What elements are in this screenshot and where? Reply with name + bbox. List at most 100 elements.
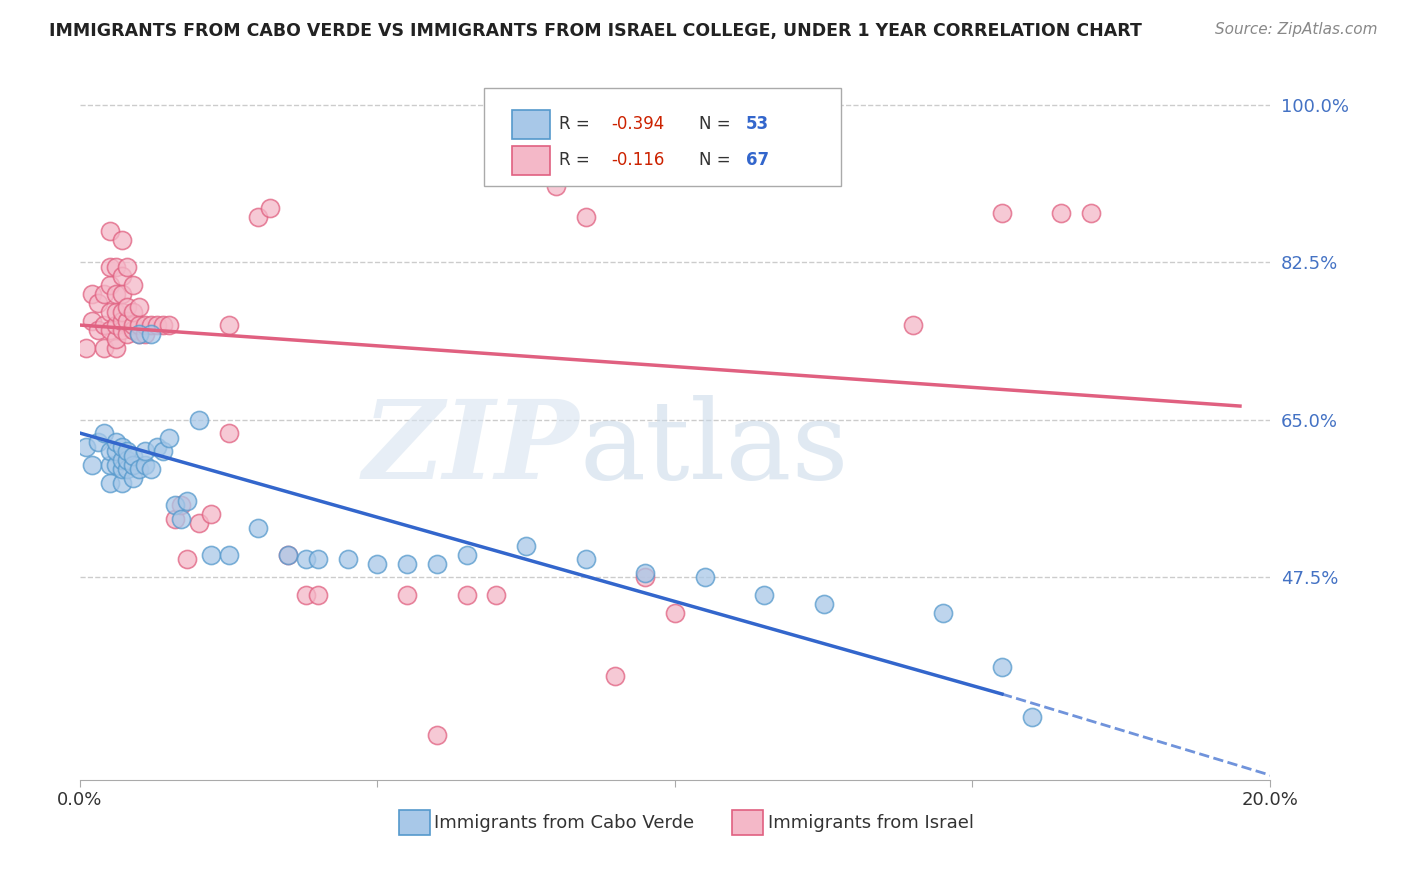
Point <box>128 327 150 342</box>
Point <box>693 570 716 584</box>
Point <box>574 552 596 566</box>
Point <box>218 318 240 332</box>
Point <box>110 304 132 318</box>
Point <box>128 318 150 332</box>
Point <box>200 548 222 562</box>
Point <box>931 606 953 620</box>
Point <box>104 435 127 450</box>
Point <box>134 318 156 332</box>
Point <box>117 260 139 274</box>
Point <box>75 440 97 454</box>
Point <box>170 511 193 525</box>
Point <box>117 444 139 458</box>
Point <box>104 458 127 472</box>
Text: N =: N = <box>699 152 735 169</box>
Point <box>110 475 132 490</box>
Point <box>98 444 121 458</box>
Point <box>104 444 127 458</box>
Point <box>141 462 163 476</box>
Point <box>277 548 299 562</box>
Point <box>128 462 150 476</box>
Point <box>170 498 193 512</box>
Point <box>259 201 281 215</box>
Point <box>117 327 139 342</box>
Point <box>295 552 318 566</box>
Point <box>515 539 537 553</box>
Point <box>80 313 103 327</box>
Point <box>80 458 103 472</box>
Point <box>93 318 115 332</box>
Text: R =: R = <box>560 115 595 134</box>
Point <box>98 304 121 318</box>
Point <box>117 300 139 314</box>
Point <box>752 588 775 602</box>
Point <box>134 327 156 342</box>
Point <box>187 516 209 530</box>
Point <box>86 295 108 310</box>
Point <box>165 511 187 525</box>
Point <box>336 552 359 566</box>
Point <box>1021 709 1043 723</box>
Point <box>86 322 108 336</box>
FancyBboxPatch shape <box>512 146 550 175</box>
Point <box>146 318 169 332</box>
Point <box>110 286 132 301</box>
Point <box>396 588 419 602</box>
Point <box>247 520 270 534</box>
Point <box>366 557 388 571</box>
Point <box>813 597 835 611</box>
Point <box>634 566 657 580</box>
Point <box>122 322 145 336</box>
FancyBboxPatch shape <box>399 811 430 835</box>
Point <box>187 412 209 426</box>
Point <box>110 313 132 327</box>
Point <box>117 453 139 467</box>
Point <box>152 318 174 332</box>
Point <box>295 588 318 602</box>
Point <box>157 431 180 445</box>
Point <box>141 318 163 332</box>
Point <box>1080 205 1102 219</box>
Point <box>176 552 198 566</box>
Point <box>991 660 1014 674</box>
Text: N =: N = <box>699 115 735 134</box>
Point <box>110 268 132 283</box>
Point <box>456 548 478 562</box>
Point <box>104 341 127 355</box>
Point <box>80 286 103 301</box>
Point <box>93 425 115 440</box>
Point <box>176 493 198 508</box>
Point <box>110 462 132 476</box>
Point <box>122 304 145 318</box>
Point <box>218 548 240 562</box>
Point <box>146 440 169 454</box>
Point <box>605 669 627 683</box>
Point <box>122 277 145 292</box>
Point <box>991 205 1014 219</box>
Point <box>98 223 121 237</box>
Point <box>93 341 115 355</box>
Point <box>1050 205 1073 219</box>
Text: ZIP: ZIP <box>363 394 579 502</box>
Point <box>426 727 449 741</box>
Point <box>98 458 121 472</box>
Text: IMMIGRANTS FROM CABO VERDE VS IMMIGRANTS FROM ISRAEL COLLEGE, UNDER 1 YEAR CORRE: IMMIGRANTS FROM CABO VERDE VS IMMIGRANTS… <box>49 22 1142 40</box>
Point <box>141 327 163 342</box>
Text: 53: 53 <box>747 115 769 134</box>
Point <box>104 286 127 301</box>
Point <box>157 318 180 332</box>
Point <box>122 449 145 463</box>
Point <box>426 557 449 571</box>
Point <box>110 440 132 454</box>
Point <box>485 588 508 602</box>
FancyBboxPatch shape <box>512 110 550 139</box>
Point <box>634 570 657 584</box>
Point <box>98 277 121 292</box>
Point <box>200 507 222 521</box>
Point <box>134 458 156 472</box>
Point <box>128 300 150 314</box>
Point <box>544 178 567 193</box>
Point <box>396 557 419 571</box>
Text: 67: 67 <box>747 152 769 169</box>
Point <box>104 304 127 318</box>
